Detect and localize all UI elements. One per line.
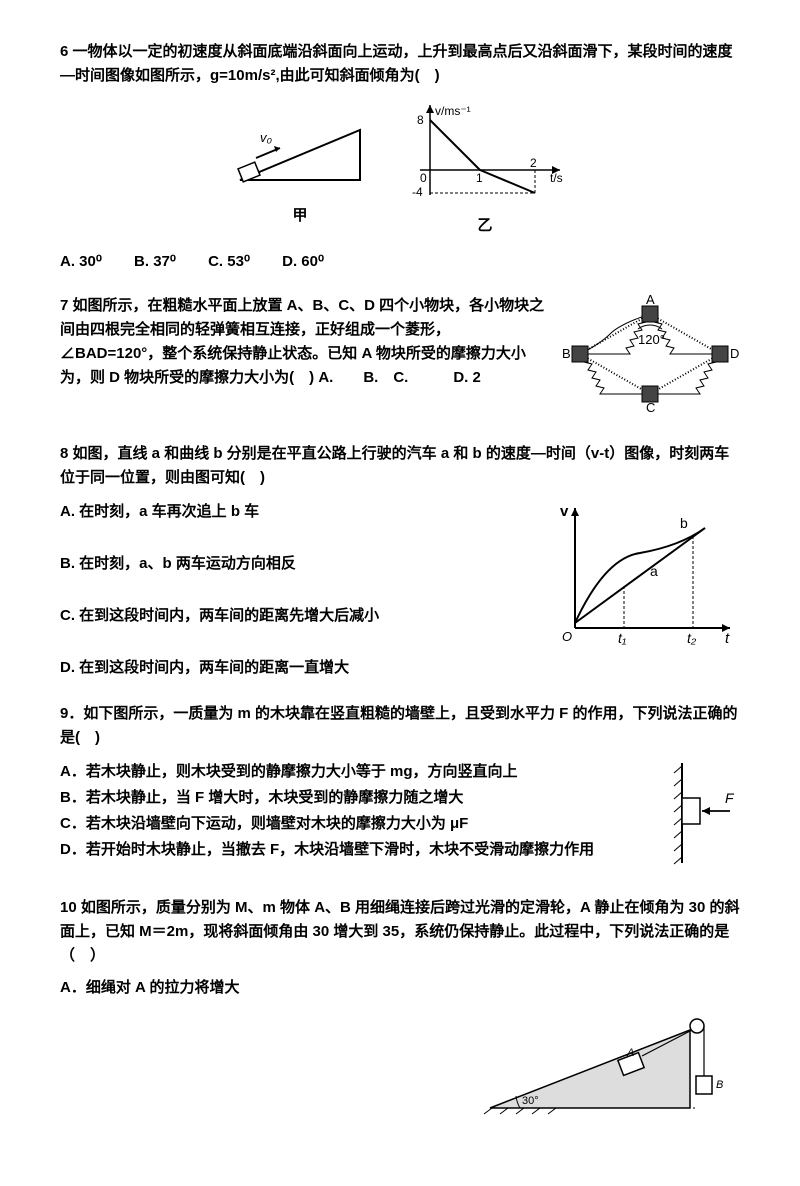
q6-options: A. 30⁰ B. 37⁰ C. 53⁰ D. 60⁰ [60,250,740,274]
q6-stem: 6 一物体以一定的初速度从斜面底端沿斜面向上运动，上升到最高点后又沿斜面滑下，某… [60,40,740,88]
vt-graph-ab: v t O a b t₁ t₂ [550,498,740,648]
q7-stem: 7 如图所示，在粗糙水平面上放置 A、B、C、D 四个小物块，各小物块之间由四根… [60,294,548,390]
svg-text:v: v [560,503,569,520]
svg-text:b: b [680,515,688,531]
q9-opt-c: C．若木块沿墙壁向下运动，则墙壁对木块的摩擦力大小为 μF [60,812,658,836]
q10-figure: 30° A B [60,1008,740,1126]
wall-block-diagram: F [670,758,740,868]
vt-graph: v/ms⁻¹ t/s 8 0 -4 1 2 [400,100,570,210]
q9-stem: 9．如下图所示，一质量为 m 的木块靠在竖直粗糙的墙壁上，且受到水平力 F 的作… [60,702,740,750]
question-6: 6 一物体以一定的初速度从斜面底端沿斜面向上运动，上升到最高点后又沿斜面滑下，某… [60,40,740,274]
svg-text:A: A [646,294,655,307]
q6-opt-b: B. 37⁰ [134,253,176,270]
svg-text:B: B [562,346,571,361]
q6-opt-a: A. 30⁰ [60,253,102,270]
q7-figure: A B D C 120° [560,294,740,422]
svg-text:F: F [725,790,735,806]
q9-opt-b: B．若木块静止，当 F 增大时，木块受到的静摩擦力随之增大 [60,786,658,810]
q10-stem: 10 如图所示，质量分别为 M、m 物体 A、B 用细绳连接后跨过光滑的定滑轮，… [60,896,740,968]
v0-label: v₀ [260,130,273,145]
q8-options: A. 在时刻，a 车再次追上 b 车 B. 在时刻，a、b 两车运动方向相反 C… [60,498,538,682]
q8-figure: v t O a b t₁ t₂ [550,498,740,656]
incline-diagram: v₀ [230,110,370,200]
q8-opt-a: A. 在时刻，a 车再次追上 b 车 [60,500,538,524]
q6-opt-d: D. 60⁰ [282,253,324,270]
question-7: 7 如图所示，在粗糙水平面上放置 A、B、C、D 四个小物块，各小物块之间由四根… [60,294,740,422]
q9-figure: F [670,758,740,876]
svg-text:t: t [725,630,730,647]
question-9: 9．如下图所示，一质量为 m 的木块靠在竖直粗糙的墙壁上，且受到水平力 F 的作… [60,702,740,876]
q8-opt-d: D. 在到这段时间内，两车间的距离一直增大 [60,656,538,680]
svg-text:0: 0 [420,171,427,185]
q6-figures: v₀ 甲 v/ms⁻¹ t/s 8 0 -4 1 2 乙 [60,100,740,238]
svg-text:t₂: t₂ [687,630,697,646]
svg-text:D: D [730,346,739,361]
svg-text:2: 2 [530,156,537,170]
q6-fig-right: v/ms⁻¹ t/s 8 0 -4 1 2 乙 [400,100,570,238]
incline-pulley-diagram: 30° A B [480,1008,740,1118]
q6-fig-left: v₀ 甲 [230,110,370,228]
svg-text:t₁: t₁ [618,630,627,646]
svg-text:-4: -4 [412,185,423,199]
svg-text:v/ms⁻¹: v/ms⁻¹ [435,104,471,118]
q9-options: A．若木块静止，则木块受到的静摩擦力大小等于 mg，方向竖直向上 B．若木块静止… [60,758,658,864]
svg-text:8: 8 [417,113,424,127]
svg-text:t/s: t/s [550,171,563,185]
q10-opt-a: A．细绳对 A 的拉力将增大 [60,976,740,1000]
q9-opt-d: D．若开始时木块静止，当撤去 F，木块沿墙壁下滑时，木块不受滑动摩擦力作用 [60,838,658,862]
svg-text:120°: 120° [638,332,665,347]
q6-right-label: 乙 [477,214,492,238]
svg-text:30°: 30° [522,1095,539,1107]
q8-stem: 8 如图，直线 a 和曲线 b 分别是在平直公路上行驶的汽车 a 和 b 的速度… [60,442,740,490]
q8-opt-b: B. 在时刻，a、b 两车运动方向相反 [60,552,538,576]
q6-left-label: 甲 [292,204,307,228]
svg-text:B: B [716,1079,723,1091]
q6-opt-c: C. 53⁰ [208,253,250,270]
svg-text:O: O [562,629,572,644]
svg-text:C: C [646,400,655,414]
rhombus-diagram: A B D C 120° [560,294,740,414]
svg-text:a: a [650,563,658,579]
question-8: 8 如图，直线 a 和曲线 b 分别是在平直公路上行驶的汽车 a 和 b 的速度… [60,442,740,682]
q9-opt-a: A．若木块静止，则木块受到的静摩擦力大小等于 mg，方向竖直向上 [60,760,658,784]
q8-opt-c: C. 在到这段时间内，两车间的距离先增大后减小 [60,604,538,628]
svg-text:A: A [626,1047,634,1059]
svg-text:1: 1 [476,171,483,185]
question-10: 10 如图所示，质量分别为 M、m 物体 A、B 用细绳连接后跨过光滑的定滑轮，… [60,896,740,1126]
